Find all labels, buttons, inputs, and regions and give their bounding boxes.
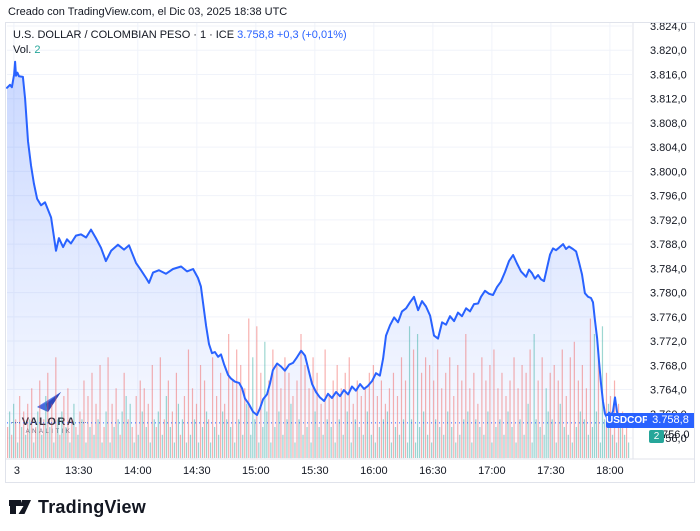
legend-separator: · (209, 29, 213, 41)
svg-text:3.808,0: 3.808,0 (650, 118, 687, 130)
svg-text:3.820,0: 3.820,0 (650, 45, 687, 57)
legend-separator: · (193, 29, 197, 41)
svg-text:3.784,0: 3.784,0 (650, 263, 687, 275)
svg-text:3.812,0: 3.812,0 (650, 94, 687, 106)
svg-text:16:30: 16:30 (419, 465, 447, 477)
svg-text:3.824,0: 3.824,0 (650, 23, 687, 33)
svg-text:17:30: 17:30 (537, 465, 565, 477)
last-price-label: 3.758,8 (647, 413, 694, 428)
symbol-price-tag: USDCOP (606, 413, 649, 428)
volume-label: Vol. (13, 44, 32, 56)
svg-text:14:00: 14:00 (124, 465, 152, 477)
credit-line: Creado con TradingView.com, el Dic 03, 2… (8, 6, 288, 18)
legend-volume-row: Vol. 2 (13, 43, 347, 58)
volume-value: 2 (34, 44, 41, 56)
legend-symbol: U.S. DOLLAR / COLOMBIAN PESO (13, 29, 191, 41)
svg-text:16:00: 16:00 (360, 465, 388, 477)
svg-text:3.780,0: 3.780,0 (650, 288, 687, 300)
legend-exchange: ICE (215, 29, 235, 41)
volume-badge: 2 (649, 430, 664, 443)
svg-text:15:30: 15:30 (301, 465, 329, 477)
svg-text:17:00: 17:00 (478, 465, 506, 477)
chart-widget: VALORA ANALITIK 3.824,03.820,03.816,03.8… (5, 22, 695, 483)
chart-legend: U.S. DOLLAR / COLOMBIAN PESO · 1 · ICE 3.758… (13, 28, 347, 58)
svg-text:3.804,0: 3.804,0 (650, 142, 687, 154)
legend-change: +0,3 (+0,01%) (276, 29, 347, 41)
svg-text:15:00: 15:00 (242, 465, 270, 477)
svg-text:3.788,0: 3.788,0 (650, 239, 687, 251)
footer-branding: TradingView (8, 496, 146, 518)
svg-text:3.768,0: 3.768,0 (650, 360, 687, 372)
svg-text:3: 3 (14, 465, 20, 477)
svg-text:3.772,0: 3.772,0 (650, 336, 687, 348)
svg-text:14:30: 14:30 (183, 465, 211, 477)
svg-text:3.764,0: 3.764,0 (650, 385, 687, 397)
legend-symbol-row: U.S. DOLLAR / COLOMBIAN PESO · 1 · ICE 3.758… (13, 28, 347, 43)
tradingview-logo-text: TradingView (38, 496, 146, 517)
svg-text:3.816,0: 3.816,0 (650, 69, 687, 81)
svg-text:3.800,0: 3.800,0 (650, 166, 687, 178)
svg-text:13:30: 13:30 (65, 465, 93, 477)
legend-interval: 1 (199, 29, 207, 41)
svg-text:3.796,0: 3.796,0 (650, 191, 687, 203)
svg-text:18:00: 18:00 (596, 465, 624, 477)
covered-axis-tick: 756,0 (662, 429, 690, 441)
svg-text:3.776,0: 3.776,0 (650, 312, 687, 324)
tradingview-logo-icon (9, 500, 31, 514)
svg-text:3.792,0: 3.792,0 (650, 215, 687, 227)
price-chart-canvas: 3.824,0 3.820,0 3.816,0 3.812,0 3.808,0 3.804… (6, 23, 694, 477)
legend-last-price: 3.758,8 (237, 29, 274, 41)
